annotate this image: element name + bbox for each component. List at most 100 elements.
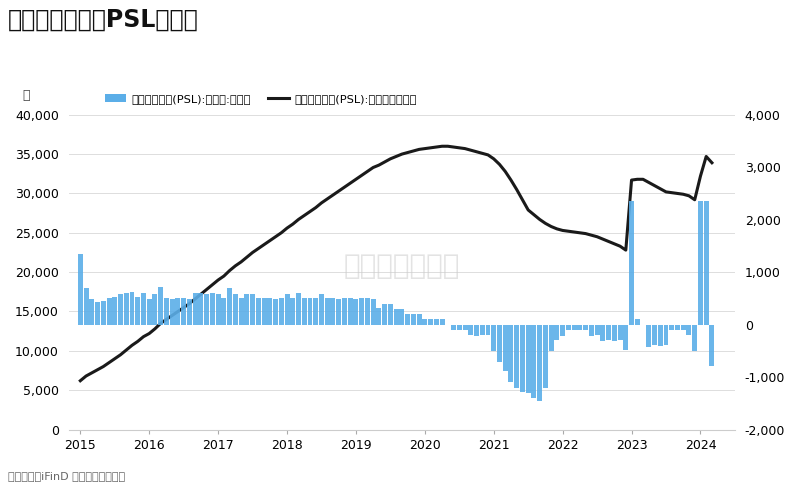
Bar xyxy=(520,325,525,392)
Bar xyxy=(90,299,94,325)
Bar xyxy=(543,325,548,387)
Bar xyxy=(285,294,290,325)
Bar xyxy=(314,298,318,325)
Bar xyxy=(618,325,622,340)
Bar xyxy=(130,292,134,325)
Bar xyxy=(233,294,238,325)
Bar xyxy=(348,298,353,325)
Bar xyxy=(411,314,416,325)
Bar xyxy=(681,325,686,330)
Bar xyxy=(606,325,611,340)
Bar xyxy=(394,309,398,325)
Bar xyxy=(359,298,364,325)
Bar xyxy=(663,325,669,345)
Bar xyxy=(170,299,174,325)
Bar xyxy=(462,325,467,330)
Bar xyxy=(210,293,215,325)
Bar xyxy=(342,298,347,325)
Bar xyxy=(164,298,169,325)
Legend: 抵押补充贷款(PSL):新增额:当月值, 抵押补充贷款(PSL):期末值（左轴）: 抵押补充贷款(PSL):新增额:当月值, 抵押补充贷款(PSL):期末值（左轴） xyxy=(101,89,422,108)
Bar xyxy=(612,325,617,341)
Bar xyxy=(526,325,530,393)
Bar xyxy=(428,319,433,325)
Bar xyxy=(175,298,181,325)
Bar xyxy=(204,294,209,325)
Bar xyxy=(135,297,140,325)
Bar xyxy=(290,298,295,325)
Bar xyxy=(629,201,634,325)
Bar xyxy=(296,293,301,325)
Bar xyxy=(646,325,651,347)
Bar xyxy=(307,298,313,325)
Bar xyxy=(319,294,324,325)
Bar xyxy=(141,293,146,325)
Bar xyxy=(704,201,709,325)
Bar xyxy=(354,299,358,325)
Bar xyxy=(635,319,640,325)
Text: 亿: 亿 xyxy=(22,89,30,102)
Bar xyxy=(502,325,508,371)
Bar xyxy=(566,325,571,330)
Text: 数据来源：iFinD 智本社金融研究院: 数据来源：iFinD 智本社金融研究院 xyxy=(8,471,125,481)
Bar xyxy=(124,293,129,325)
Bar xyxy=(560,325,565,336)
Bar xyxy=(216,294,221,325)
Bar xyxy=(112,297,118,325)
Bar xyxy=(623,325,628,350)
Bar xyxy=(549,325,554,351)
Bar xyxy=(146,299,152,325)
Bar xyxy=(325,298,330,325)
Bar xyxy=(434,319,438,325)
Bar xyxy=(600,325,606,341)
Bar xyxy=(710,325,714,366)
Bar xyxy=(578,325,582,330)
Bar xyxy=(365,298,370,325)
Bar xyxy=(474,325,479,336)
Bar xyxy=(405,313,410,325)
Bar xyxy=(101,301,106,325)
Bar xyxy=(227,288,232,325)
Bar xyxy=(583,325,588,330)
Bar xyxy=(279,298,284,325)
Bar xyxy=(509,325,514,382)
Bar xyxy=(491,325,496,351)
Bar xyxy=(422,319,427,325)
Bar xyxy=(589,325,594,336)
Bar xyxy=(480,325,485,334)
Bar xyxy=(377,308,382,325)
Bar xyxy=(572,325,577,330)
Bar xyxy=(497,325,502,362)
Bar xyxy=(417,314,422,325)
Bar xyxy=(514,325,519,388)
Text: 智本社数据中心: 智本社数据中心 xyxy=(343,252,460,280)
Text: 抵押补充贷款（PSL）变化: 抵押补充贷款（PSL）变化 xyxy=(8,7,198,31)
Bar xyxy=(686,325,691,335)
Bar xyxy=(222,298,226,325)
Bar xyxy=(675,325,680,330)
Bar xyxy=(399,310,404,325)
Bar xyxy=(388,304,393,325)
Bar xyxy=(451,325,456,330)
Bar xyxy=(78,254,82,325)
Bar xyxy=(692,325,697,351)
Bar xyxy=(106,298,111,325)
Bar xyxy=(95,302,100,325)
Bar xyxy=(302,298,306,325)
Bar xyxy=(382,304,387,325)
Bar xyxy=(658,325,662,346)
Bar xyxy=(198,293,203,325)
Bar xyxy=(531,325,537,398)
Bar xyxy=(457,325,462,330)
Bar xyxy=(256,298,261,325)
Bar xyxy=(193,293,198,325)
Bar xyxy=(370,299,376,325)
Bar xyxy=(273,299,278,325)
Bar xyxy=(594,325,599,335)
Bar xyxy=(336,299,341,325)
Bar xyxy=(153,294,158,325)
Bar xyxy=(187,299,192,325)
Bar xyxy=(181,298,186,325)
Bar xyxy=(83,288,89,325)
Bar xyxy=(439,319,445,325)
Bar xyxy=(652,325,657,345)
